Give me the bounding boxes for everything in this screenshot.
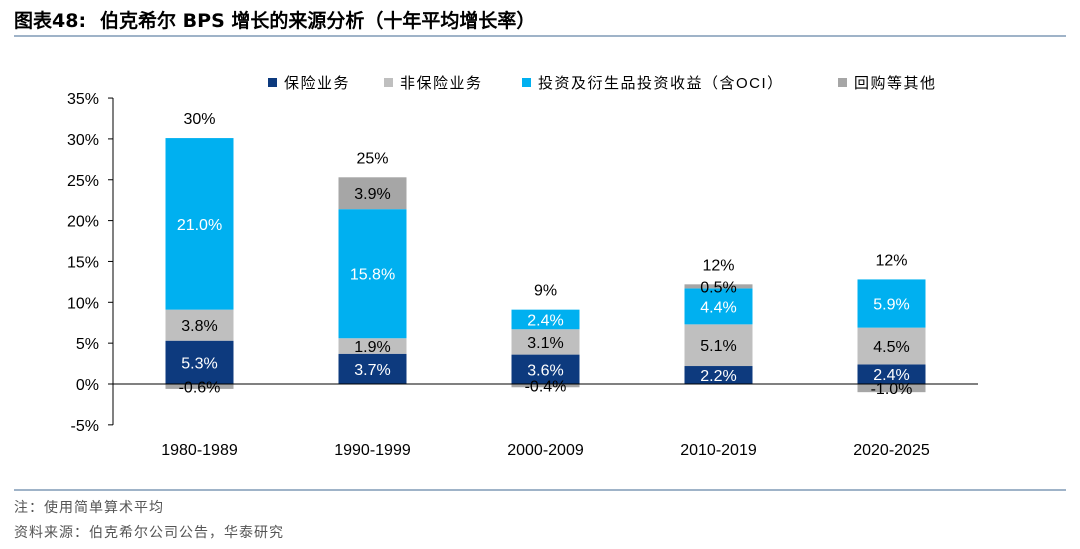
data-label: 5.3%	[181, 355, 217, 372]
y-tick-label: 30%	[67, 132, 99, 149]
x-tick-label: 1990-1999	[334, 442, 411, 459]
legend-swatch	[838, 78, 847, 87]
data-label: 4.5%	[873, 339, 909, 356]
data-label: -1.0%	[871, 381, 913, 398]
figure-header: 图表48: 伯克希尔 BPS 增长的来源分析（十年平均增长率）	[14, 6, 535, 32]
bar-segment	[684, 284, 753, 289]
bar-segment	[857, 279, 926, 328]
bar-segment	[511, 384, 580, 388]
bar-segment	[165, 340, 234, 384]
bar-segment	[165, 309, 234, 341]
bar-segment	[338, 338, 407, 354]
bar-segment	[684, 288, 753, 325]
bar-segment	[684, 324, 753, 367]
legend-label: 非保险业务	[400, 75, 483, 92]
legend-label: 投资及衍生品投资收益（含OCI）	[538, 75, 784, 92]
data-label: 5.9%	[873, 297, 909, 314]
chart-title: 伯克希尔 BPS 增长的来源分析（十年平均增长率）	[100, 9, 536, 32]
legend-label: 保险业务	[284, 75, 350, 92]
data-label: 15.8%	[350, 267, 395, 284]
bar-segment	[165, 384, 234, 389]
data-label: 2.4%	[527, 312, 563, 329]
y-tick-label: 0%	[76, 377, 99, 394]
total-label: 12%	[702, 257, 734, 274]
x-tick-label: 2000-2009	[507, 442, 584, 459]
data-label: 1.9%	[354, 339, 390, 356]
y-tick-label: -5%	[71, 418, 99, 435]
bar-segment	[857, 384, 926, 393]
bar-segment	[338, 209, 407, 339]
bar-segment	[857, 364, 926, 384]
data-label: 3.1%	[527, 335, 563, 352]
data-label: 2.2%	[700, 368, 736, 385]
x-tick-label: 2010-2019	[680, 442, 757, 459]
bar-segment	[338, 353, 407, 384]
x-tick-label: 2020-2025	[853, 442, 930, 459]
total-label: 30%	[183, 111, 215, 128]
total-label: 12%	[875, 252, 907, 269]
bar-segment	[165, 138, 234, 310]
bar-segment	[684, 366, 753, 384]
bar-segment	[511, 354, 580, 384]
total-label: 25%	[356, 150, 388, 167]
footnote: 注：使用简单算术平均	[14, 500, 164, 516]
header-rule	[14, 35, 1066, 37]
y-tick-label: 35%	[67, 91, 99, 108]
y-tick-label: 25%	[67, 173, 99, 190]
y-tick-label: 15%	[67, 254, 99, 271]
data-label: 3.8%	[181, 318, 217, 335]
legend-swatch	[522, 78, 531, 87]
bar-segment	[511, 329, 580, 355]
legend-swatch	[268, 78, 277, 87]
footer-rule	[14, 489, 1066, 491]
data-label: -0.6%	[179, 379, 221, 396]
data-label: 5.1%	[700, 338, 736, 355]
y-tick-label: 5%	[76, 336, 99, 353]
data-label: 3.7%	[354, 362, 390, 379]
bar-segment	[511, 309, 580, 330]
y-tick-label: 20%	[67, 214, 99, 231]
data-label: 21.0%	[177, 217, 222, 234]
data-label: 2.4%	[873, 367, 909, 384]
data-label: 0.5%	[700, 279, 736, 296]
bar-segment	[857, 327, 926, 365]
total-label: 9%	[534, 283, 557, 300]
data-label: 3.6%	[527, 362, 563, 379]
source-note: 资料来源：伯克希尔公司公告，华泰研究	[14, 525, 284, 541]
legend-swatch	[384, 78, 393, 87]
bar-segment	[338, 177, 407, 210]
data-label: 3.9%	[354, 186, 390, 203]
y-tick-label: 10%	[67, 295, 99, 312]
x-tick-label: 1980-1989	[161, 442, 238, 459]
figure-label: 图表48:	[14, 9, 87, 32]
data-label: -0.4%	[525, 379, 567, 396]
data-label: 4.4%	[700, 299, 736, 316]
legend-label: 回购等其他	[854, 74, 937, 92]
